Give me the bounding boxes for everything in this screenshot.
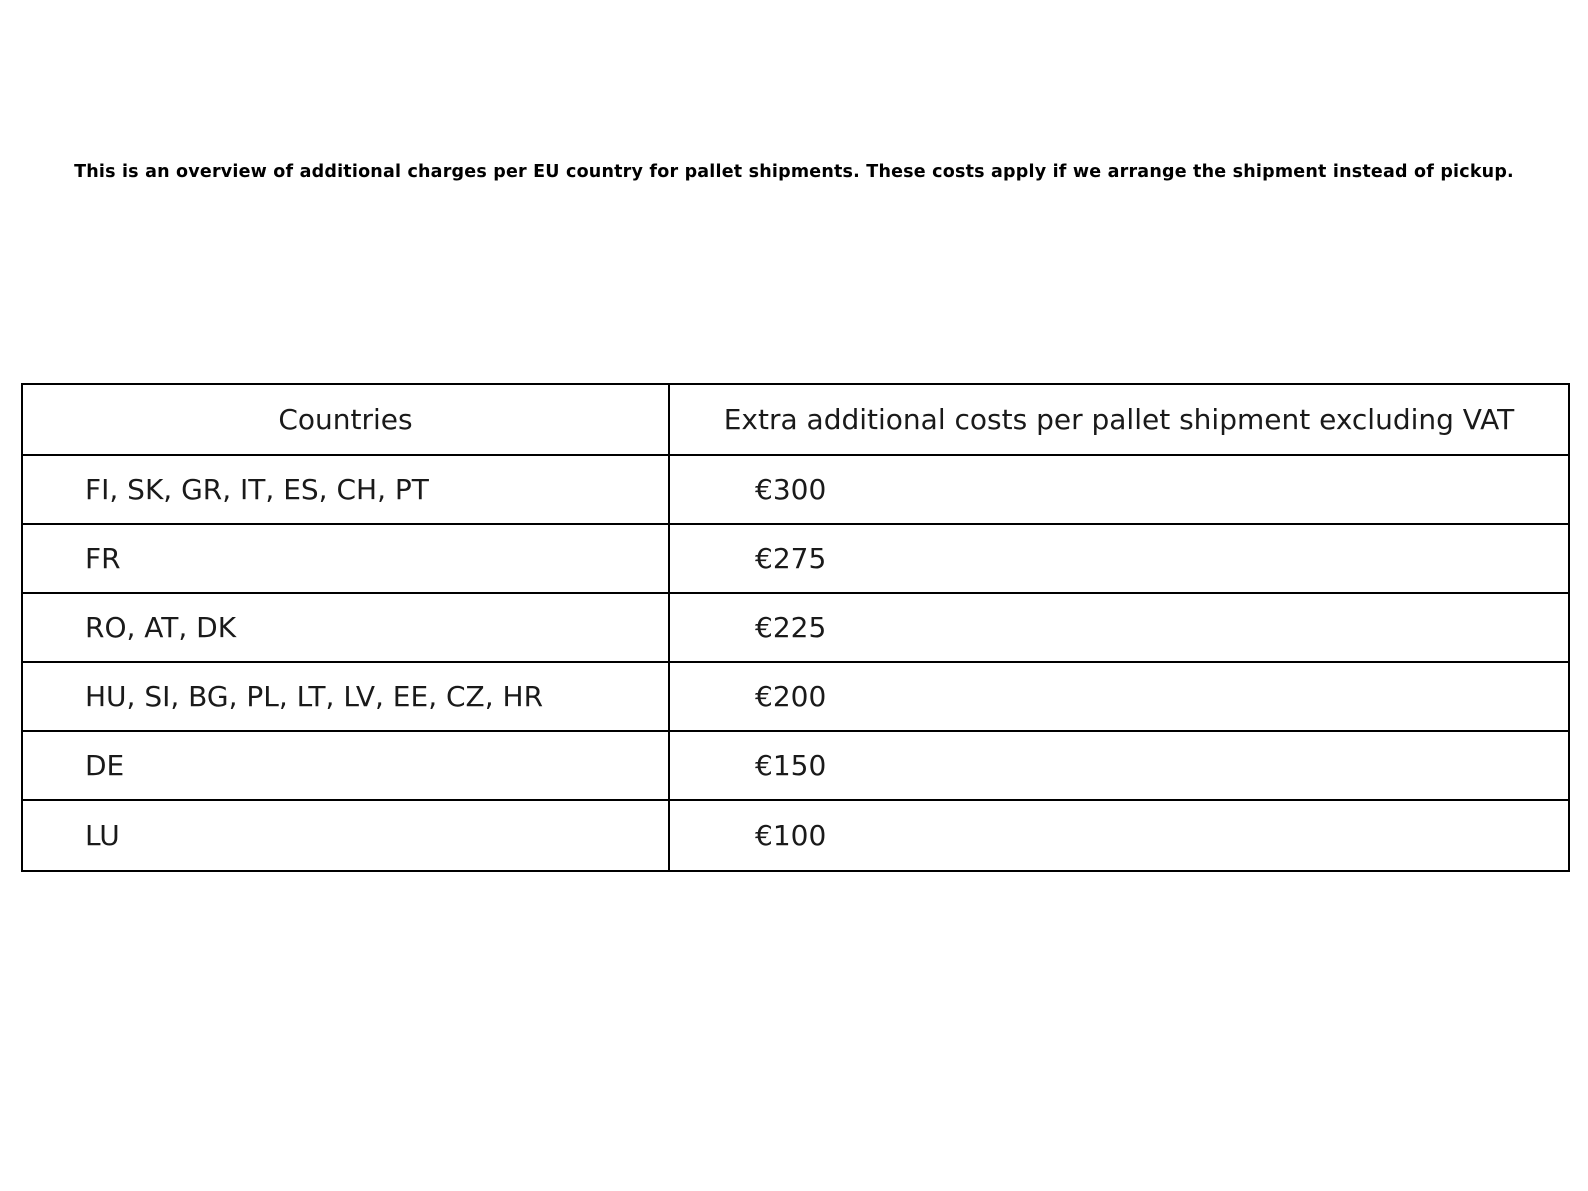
- table-row: LU €100: [23, 801, 1568, 870]
- table-header-row: Countries Extra additional costs per pal…: [23, 385, 1568, 456]
- charges-table: Countries Extra additional costs per pal…: [21, 383, 1570, 872]
- table-row: FR €275: [23, 525, 1568, 594]
- header-cell-costs: Extra additional costs per pallet shipme…: [723, 402, 1515, 436]
- cell-cost: €200: [755, 679, 827, 713]
- cell-countries: FR: [23, 525, 670, 592]
- table-row: HU, SI, BG, PL, LT, LV, EE, CZ, HR €200: [23, 663, 1568, 732]
- page-description: This is an overview of additional charge…: [74, 162, 1514, 182]
- cell-cost: €225: [755, 610, 827, 644]
- cell-countries: RO, AT, DK: [23, 594, 670, 661]
- cell-countries: LU: [23, 801, 670, 870]
- table-row: RO, AT, DK €225: [23, 594, 1568, 663]
- table-row: DE €150: [23, 732, 1568, 801]
- cell-countries: HU, SI, BG, PL, LT, LV, EE, CZ, HR: [23, 663, 670, 730]
- cell-cost: €150: [755, 748, 827, 782]
- cell-countries: DE: [23, 732, 670, 799]
- cell-cost: €100: [755, 818, 827, 852]
- cell-cost: €275: [755, 541, 827, 575]
- table-row: FI, SK, GR, IT, ES, CH, PT €300: [23, 456, 1568, 525]
- cell-countries: FI, SK, GR, IT, ES, CH, PT: [23, 456, 670, 523]
- header-cell-countries: Countries: [23, 385, 670, 454]
- cell-cost: €300: [755, 472, 827, 506]
